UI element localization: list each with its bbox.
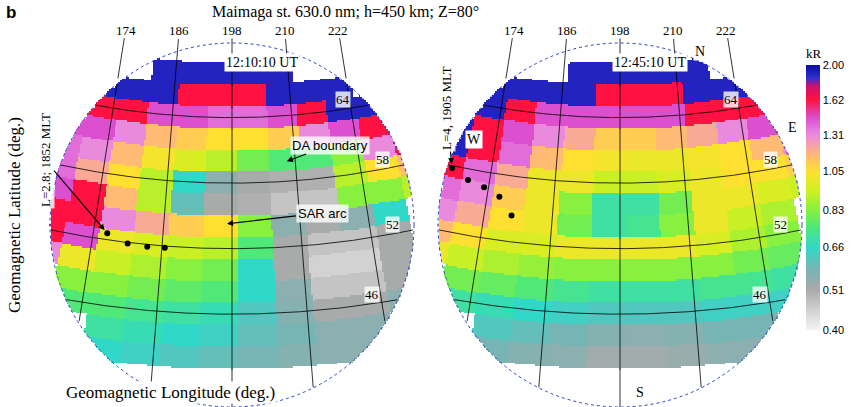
svg-text:186: 186 xyxy=(557,23,577,38)
svg-text:210: 210 xyxy=(663,23,683,38)
svg-text:SAR arc: SAR arc xyxy=(298,206,347,221)
svg-text:N: N xyxy=(695,44,705,59)
svg-text:58: 58 xyxy=(376,152,389,167)
svg-text:kR: kR xyxy=(806,46,822,61)
svg-text:W: W xyxy=(467,132,481,147)
svg-text:L=2.8; 1852 MLT: L=2.8; 1852 MLT xyxy=(38,113,53,207)
svg-text:1.05: 1.05 xyxy=(823,165,844,177)
svg-text:52: 52 xyxy=(774,217,787,232)
svg-text:L=4, 1905 MLT: L=4, 1905 MLT xyxy=(439,66,454,150)
svg-text:46: 46 xyxy=(753,287,767,302)
svg-text:0.83: 0.83 xyxy=(823,204,844,216)
svg-text:2.00: 2.00 xyxy=(823,59,844,71)
svg-text:198: 198 xyxy=(610,23,630,38)
svg-text:0.51: 0.51 xyxy=(823,284,844,296)
svg-text:222: 222 xyxy=(716,23,736,38)
svg-text:S: S xyxy=(636,385,644,400)
svg-text:58: 58 xyxy=(764,152,777,167)
svg-text:64: 64 xyxy=(724,92,738,107)
svg-text:174: 174 xyxy=(504,23,524,38)
svg-text:210: 210 xyxy=(275,23,295,38)
svg-text:12:45:10 UT: 12:45:10 UT xyxy=(614,55,686,70)
svg-text:222: 222 xyxy=(328,23,348,38)
svg-text:0.66: 0.66 xyxy=(823,241,844,253)
svg-text:1.31: 1.31 xyxy=(823,129,844,141)
svg-text:1.62: 1.62 xyxy=(823,94,844,106)
svg-text:46: 46 xyxy=(365,287,379,302)
svg-text:DA boundary: DA boundary xyxy=(292,138,368,153)
svg-text:b: b xyxy=(6,3,16,22)
svg-text:Geomagnetic Longitude (deg.): Geomagnetic Longitude (deg.) xyxy=(66,383,275,402)
svg-text:186: 186 xyxy=(169,23,189,38)
svg-text:12:10:10 UT: 12:10:10 UT xyxy=(226,55,298,70)
svg-text:Maimaga st. 630.0 nm; h=450 km: Maimaga st. 630.0 nm; h=450 km; Z=80° xyxy=(212,3,479,21)
svg-text:52: 52 xyxy=(386,217,399,232)
svg-text:E: E xyxy=(788,120,797,135)
svg-text:198: 198 xyxy=(222,23,242,38)
svg-text:0.40: 0.40 xyxy=(823,324,844,336)
svg-text:174: 174 xyxy=(116,23,136,38)
svg-text:Geomagnetic Latitude (deg.): Geomagnetic Latitude (deg.) xyxy=(5,117,24,313)
svg-text:64: 64 xyxy=(336,92,350,107)
